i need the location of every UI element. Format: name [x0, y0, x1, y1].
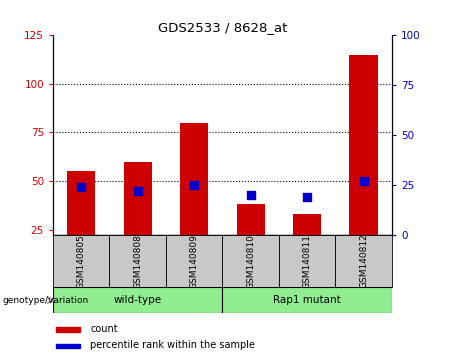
Text: GSM140810: GSM140810 — [246, 234, 255, 289]
Text: GSM140811: GSM140811 — [302, 234, 312, 289]
Point — [303, 195, 311, 200]
Bar — [336, 235, 392, 287]
Bar — [67, 171, 95, 235]
Bar — [166, 235, 222, 287]
Bar — [53, 235, 110, 287]
Bar — [349, 55, 378, 235]
Bar — [56, 343, 80, 348]
Point — [134, 189, 142, 194]
Bar — [222, 287, 392, 313]
Text: GSM140812: GSM140812 — [359, 234, 368, 289]
Text: GSM140808: GSM140808 — [133, 234, 142, 289]
Bar — [56, 327, 80, 332]
Bar — [53, 287, 222, 313]
Bar — [293, 214, 321, 235]
Point — [247, 193, 254, 198]
Text: GSM140805: GSM140805 — [77, 234, 86, 289]
Text: genotype/variation: genotype/variation — [2, 296, 89, 305]
Text: percentile rank within the sample: percentile rank within the sample — [90, 340, 255, 350]
Bar — [180, 123, 208, 235]
Bar — [279, 235, 336, 287]
Text: Rap1 mutant: Rap1 mutant — [273, 295, 341, 305]
Bar — [110, 235, 166, 287]
Point — [190, 183, 198, 188]
Text: wild-type: wild-type — [114, 295, 162, 305]
Text: GSM140809: GSM140809 — [189, 234, 199, 289]
Bar — [124, 162, 152, 235]
Text: count: count — [90, 324, 118, 333]
Title: GDS2533 / 8628_at: GDS2533 / 8628_at — [158, 21, 287, 34]
Point — [360, 178, 367, 184]
Bar — [236, 204, 265, 235]
Bar — [222, 235, 279, 287]
Point — [77, 184, 85, 190]
